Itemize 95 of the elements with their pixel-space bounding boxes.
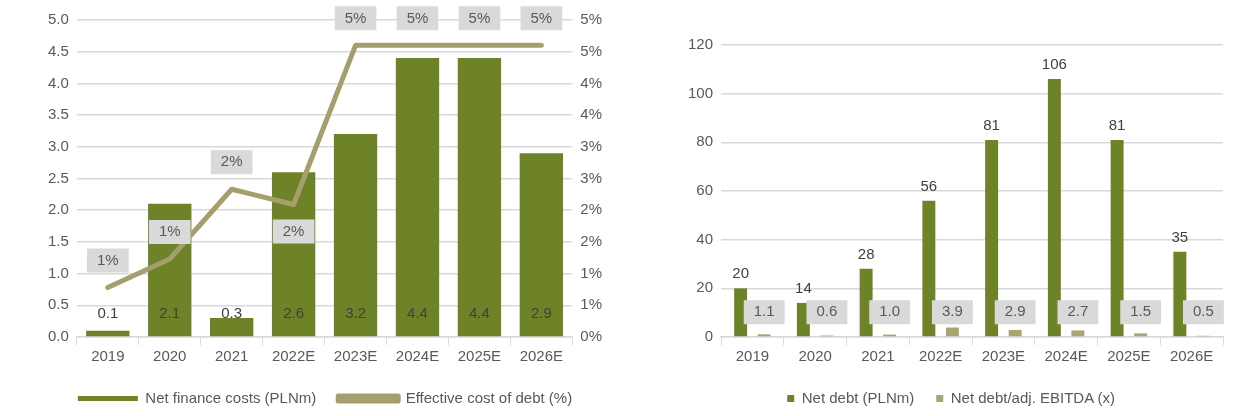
y2-tick-label: 2%: [580, 200, 603, 218]
y-tick-label: 0.5: [47, 295, 69, 313]
data-label: 35: [1171, 227, 1189, 245]
y-tick-label: 20: [696, 278, 714, 296]
y-tick-label: 40: [696, 229, 714, 247]
bar: [333, 134, 378, 337]
x-tick-label: 2026E: [1169, 347, 1214, 365]
data-label: 28: [857, 245, 875, 263]
bar: [1173, 251, 1187, 337]
y-tick-label: 3.0: [47, 136, 69, 154]
bar: [519, 153, 564, 337]
data-label: 1.0: [879, 302, 901, 320]
y2-tick-label: 4%: [580, 73, 603, 91]
y2-tick-label: 5%: [580, 10, 603, 28]
y2-tick-label: 1%: [580, 263, 603, 281]
data-label: 2%: [220, 152, 243, 170]
y2-tick-label: 5%: [580, 41, 603, 59]
x-tick-label: 2026E: [519, 347, 564, 365]
y2-tick-label: 1%: [580, 295, 603, 313]
y-tick-label: 120: [688, 35, 714, 53]
x-tick-label: 2023E: [981, 347, 1026, 365]
bar: [457, 58, 502, 337]
data-label: 3.2: [345, 304, 366, 322]
data-label: 81: [1108, 116, 1126, 134]
x-tick-label: 2020: [153, 347, 187, 365]
data-label: 1.5: [1130, 302, 1152, 320]
data-label: 0.6: [816, 302, 838, 320]
x-tick-label: 2022E: [271, 347, 316, 365]
y2-tick-label: 3%: [580, 136, 603, 154]
y-tick-label: 0.0: [47, 327, 69, 345]
x-tick-label: 2024E: [395, 347, 440, 365]
y-tick-label: 80: [696, 132, 714, 150]
bar: [922, 200, 936, 337]
data-label: 1.1: [753, 302, 775, 320]
data-label: 5%: [468, 8, 491, 26]
data-label: 0.1: [97, 304, 119, 322]
bar: [1110, 139, 1124, 337]
y-tick-label: 5.0: [47, 10, 69, 28]
x-tick-label: 2020: [798, 347, 832, 365]
data-label: 5%: [530, 8, 553, 26]
data-label: 5%: [406, 8, 429, 26]
data-label: 56: [920, 176, 938, 194]
bar: [945, 327, 959, 337]
data-label: 81: [983, 116, 1000, 134]
data-label: 1%: [158, 222, 181, 240]
y2-tick-label: 2%: [580, 232, 603, 250]
y-tick-label: 3.5: [47, 105, 69, 123]
x-tick-label: 2023E: [333, 347, 378, 365]
bar: [1008, 329, 1022, 337]
data-label: 2.9: [1004, 302, 1026, 320]
y-tick-label: 2.5: [47, 168, 69, 186]
data-label: 2.1: [159, 304, 181, 322]
y-tick-label: 1.5: [47, 232, 69, 250]
data-label: 106: [1041, 55, 1067, 73]
data-label: 3.9: [941, 302, 963, 320]
y-tick-label: 4.0: [47, 73, 69, 91]
legend-label: Net finance costs (PLNm): [145, 388, 317, 406]
bar: [1071, 330, 1085, 337]
bar: [1047, 79, 1061, 337]
y2-tick-label: 4%: [580, 105, 603, 123]
y-tick-label: 60: [696, 181, 714, 199]
x-tick-label: 2019: [91, 347, 125, 365]
legend-label: Net debt (PLNm): [801, 388, 915, 406]
data-label: 2.6: [283, 304, 305, 322]
y-tick-label: 2.0: [47, 200, 69, 218]
y2-tick-label: 0%: [580, 327, 603, 345]
x-tick-label: 2022E: [918, 347, 963, 365]
bar: [395, 58, 440, 337]
data-label: 1%: [96, 250, 119, 268]
data-label: 4.4: [468, 304, 490, 322]
x-tick-label: 2025E: [457, 347, 502, 365]
x-tick-label: 2025E: [1107, 347, 1151, 365]
x-tick-label: 2019: [735, 347, 770, 365]
data-label: 4.4: [407, 304, 428, 322]
legend-label: Effective cost of debt (%): [405, 388, 573, 406]
bar: [210, 317, 254, 337]
data-label: 2%: [282, 221, 305, 239]
x-tick-label: 2024E: [1044, 347, 1088, 365]
x-tick-label: 2021: [861, 347, 895, 365]
y2-tick-label: 3%: [580, 168, 603, 186]
bar: [985, 139, 999, 337]
data-label: 2.7: [1067, 302, 1089, 320]
data-label: 0.5: [1192, 302, 1214, 320]
y-tick-label: 100: [688, 83, 714, 101]
bar: [1134, 333, 1148, 337]
legend-label: Net debt/adj. EBITDA (x): [950, 388, 1115, 406]
x-tick-label: 2021: [215, 347, 249, 365]
data-label: 2.9: [530, 304, 552, 322]
y-tick-label: 1.0: [47, 263, 69, 281]
data-label: 14: [795, 279, 812, 297]
data-label: 0.3: [221, 304, 243, 322]
data-label: 20: [732, 264, 749, 282]
y-tick-label: 0: [704, 327, 714, 345]
data-label: 5%: [344, 8, 367, 26]
y-tick-label: 4.5: [47, 41, 69, 59]
